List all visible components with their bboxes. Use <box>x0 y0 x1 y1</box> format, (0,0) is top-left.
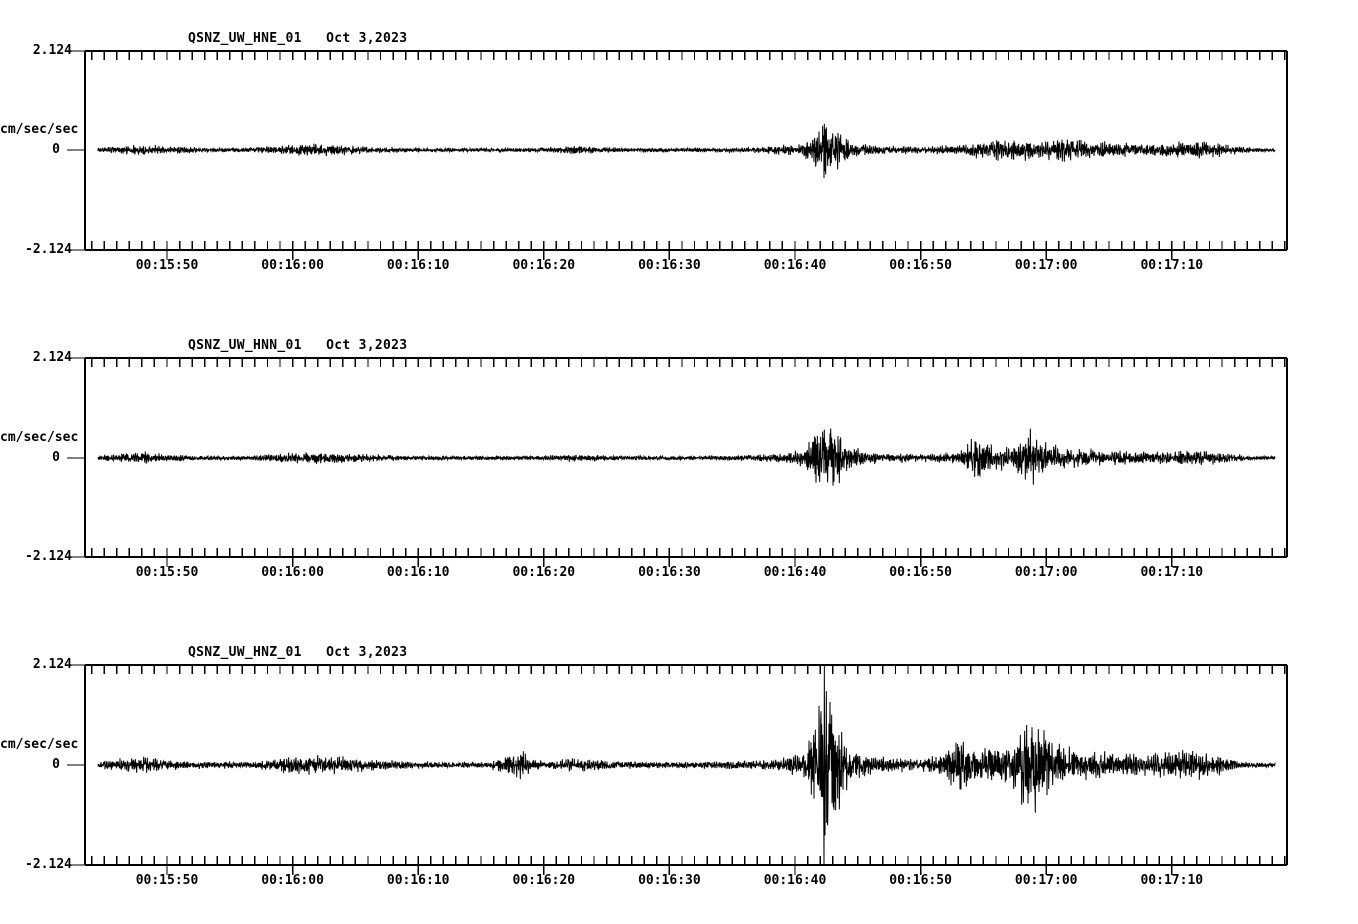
x-axis-tick-label: 00:16:40 <box>763 873 827 888</box>
y-axis-max-label: 2.124 <box>32 657 72 672</box>
y-axis-max-label: 2.124 <box>32 350 72 365</box>
y-axis-units-label: cm/sec/sec <box>0 430 79 445</box>
x-axis-tick-label: 00:16:50 <box>889 565 952 580</box>
x-axis-tick-label: 00:15:50 <box>135 565 199 580</box>
x-axis-tick-label: 00:17:00 <box>1014 565 1078 580</box>
y-axis-min-label: -2.124 <box>25 549 72 564</box>
x-axis-tick-label: 00:17:10 <box>1140 873 1204 888</box>
x-axis-tick-label: 00:15:50 <box>135 258 199 273</box>
x-axis-tick-label: 00:16:10 <box>386 873 450 888</box>
x-axis-tick-label: 00:16:10 <box>386 258 450 273</box>
panel-title: QSNZ_UW_HNN_01 Oct 3,2023 <box>188 338 408 353</box>
y-axis-units-label: cm/sec/sec <box>0 737 79 752</box>
y-axis-max-label: 2.124 <box>32 43 72 58</box>
plot-frame <box>84 50 1288 251</box>
panel-title: QSNZ_UW_HNE_01 Oct 3,2023 <box>188 31 408 46</box>
x-axis-tick-label: 00:16:20 <box>512 873 576 888</box>
x-axis-tick-label: 00:15:50 <box>135 873 199 888</box>
x-axis-tick-label: 00:16:30 <box>638 565 701 580</box>
x-axis-tick-label: 00:16:20 <box>512 258 576 273</box>
x-axis-tick-label: 00:16:00 <box>261 258 324 273</box>
y-axis-units-label: cm/sec/sec <box>0 122 79 137</box>
x-axis-tick-label: 00:17:00 <box>1014 258 1078 273</box>
plot-frame <box>84 664 1288 866</box>
plot-frame <box>84 357 1288 558</box>
y-axis-zero-label: 0 <box>52 757 60 772</box>
x-axis-tick-label: 00:16:30 <box>638 258 701 273</box>
x-axis-tick-label: 00:16:10 <box>386 565 450 580</box>
x-axis-tick-label: 00:16:40 <box>763 258 827 273</box>
y-axis-zero-label: 0 <box>52 450 60 465</box>
x-axis-tick-label: 00:16:50 <box>889 873 952 888</box>
x-axis-tick-label: 00:16:20 <box>512 565 576 580</box>
y-axis-min-label: -2.124 <box>25 242 72 257</box>
x-axis-tick-label: 00:16:40 <box>763 565 827 580</box>
axis-ticks <box>67 50 1286 260</box>
waveform-trace <box>97 428 1276 486</box>
waveform-trace <box>97 664 1276 866</box>
x-axis-tick-label: 00:16:30 <box>638 873 701 888</box>
y-axis-min-label: -2.124 <box>25 857 72 872</box>
y-axis-zero-label: 0 <box>52 142 60 157</box>
x-axis-tick-label: 00:17:00 <box>1014 873 1078 888</box>
x-axis-tick-label: 00:17:10 <box>1140 258 1204 273</box>
x-axis-tick-label: 00:16:00 <box>261 565 324 580</box>
panel-title: QSNZ_UW_HNZ_01 Oct 3,2023 <box>188 645 408 660</box>
x-axis-tick-label: 00:17:10 <box>1140 565 1204 580</box>
waveform-trace <box>97 123 1276 179</box>
axis-ticks <box>67 357 1286 567</box>
x-axis-tick-label: 00:16:00 <box>261 873 324 888</box>
x-axis-tick-label: 00:16:50 <box>889 258 952 273</box>
axis-ticks <box>67 664 1286 875</box>
